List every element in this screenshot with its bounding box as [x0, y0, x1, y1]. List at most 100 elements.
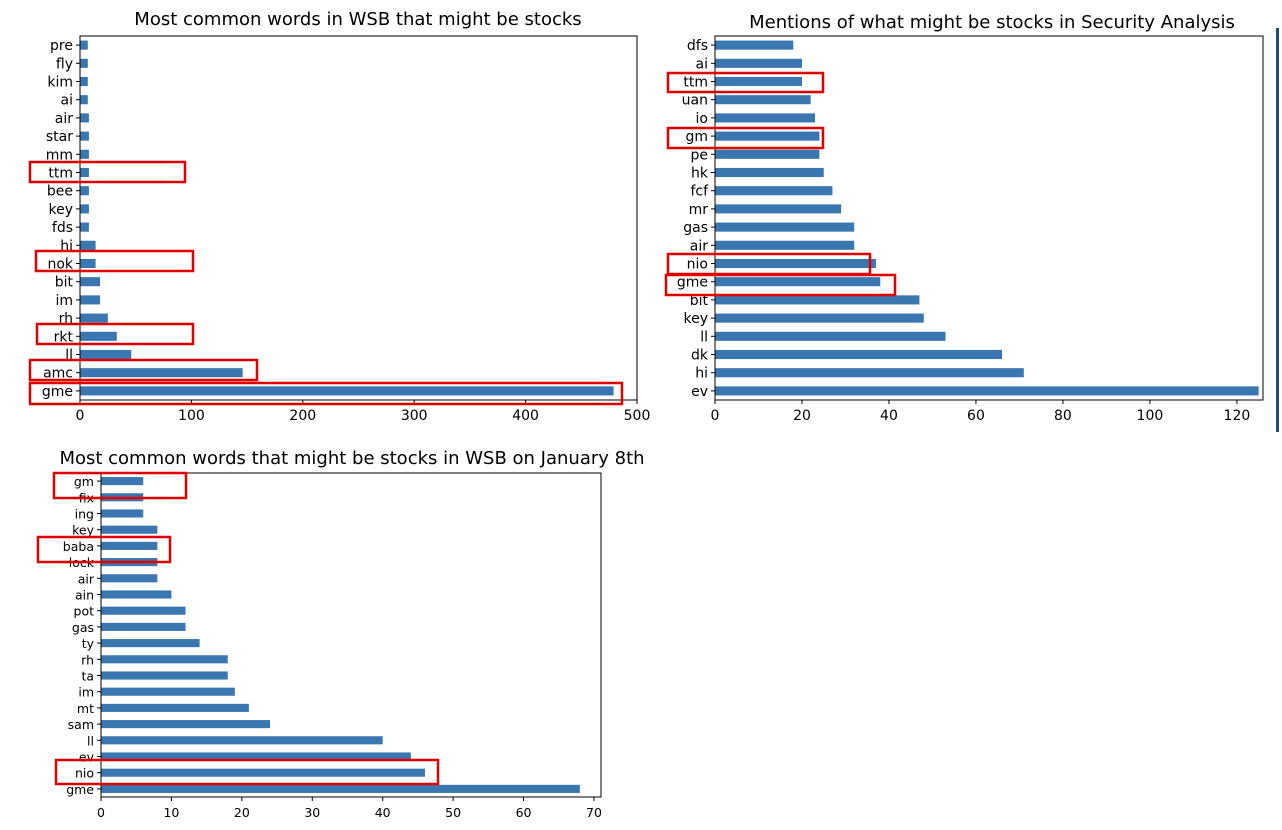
y-tick-label: im — [78, 685, 94, 700]
x-tick-label: 60 — [967, 408, 985, 424]
highlight-box-baba — [36, 535, 172, 564]
y-tick-label: bee — [47, 184, 73, 200]
y-tick-label: pre — [50, 38, 73, 54]
y-tick-label: nok — [47, 257, 73, 273]
x-tick-label: 40 — [880, 408, 898, 424]
bar-im — [101, 687, 235, 696]
y-tick-label: ll — [65, 348, 73, 364]
bar-amc — [80, 368, 243, 378]
bar-air — [101, 574, 158, 583]
chart-wsb-common-words: Most common words in WSB that might be s… — [28, 9, 651, 424]
bar-baba — [101, 541, 158, 550]
bar-ai — [715, 58, 802, 68]
y-tick-label: io — [696, 111, 708, 127]
y-tick-label: fds — [52, 220, 73, 236]
bar-hi — [715, 368, 1024, 378]
chart-title: Most common words in WSB that might be s… — [134, 9, 581, 30]
x-tick-label: 300 — [401, 408, 428, 424]
y-tick-label: amc — [43, 366, 73, 382]
bar-hi — [80, 240, 96, 250]
bar-key — [80, 204, 89, 214]
bar-gme — [715, 277, 881, 287]
x-tick-label: 500 — [624, 408, 651, 424]
y-tick-label: fly — [56, 56, 73, 72]
y-tick-label: gm — [74, 474, 94, 489]
y-tick-label: hi — [695, 366, 708, 382]
y-tick-label: ev — [79, 750, 95, 765]
highlight-box-gme — [28, 381, 624, 406]
bar-ty — [101, 639, 200, 648]
highlight-box-gm — [666, 126, 825, 150]
bar-rkt — [80, 331, 117, 341]
y-tick-label: mm — [46, 147, 73, 163]
bar-gm — [715, 131, 820, 141]
bar-nok — [80, 258, 96, 269]
y-tick-label: gme — [677, 275, 708, 291]
x-tick-label: 80 — [1054, 408, 1072, 424]
highlight-box-nok — [34, 249, 195, 273]
highlight-box-rkt — [35, 322, 195, 346]
y-tick-label: ll — [700, 329, 708, 345]
bar-gme — [101, 784, 580, 793]
bar-gas — [715, 222, 855, 232]
y-tick-label: air — [78, 571, 95, 586]
bar-ain — [101, 590, 172, 599]
bar-hk — [715, 167, 824, 178]
y-tick-label: ing — [75, 507, 94, 522]
bar-ev — [101, 752, 411, 761]
y-tick-label: fcf — [690, 184, 709, 200]
x-tick-label: 70 — [586, 805, 602, 820]
bar-rh — [80, 313, 108, 323]
window-edge-accent — [1276, 28, 1279, 432]
bar-bit — [80, 277, 101, 287]
y-tick-label: key — [683, 311, 708, 327]
chart-title: Most common words that might be stocks i… — [59, 448, 644, 469]
bar-fcf — [715, 186, 833, 196]
bar-pe — [715, 149, 820, 159]
y-tick-label: ll — [87, 733, 94, 748]
x-tick-label: 40 — [375, 805, 391, 820]
y-tick-label: ain — [75, 588, 94, 603]
bar-bit — [715, 295, 920, 305]
y-tick-label: nio — [687, 257, 708, 273]
x-tick-label: 0 — [97, 805, 105, 820]
y-tick-label: gme — [66, 782, 94, 797]
bar-fds — [80, 222, 89, 232]
x-tick-label: 100 — [1137, 408, 1164, 424]
x-tick-label: 400 — [512, 408, 539, 424]
y-tick-label: hk — [691, 166, 709, 182]
plot-frame — [79, 35, 638, 401]
y-tick-label: rh — [81, 652, 94, 667]
highlight-box-ttm — [28, 160, 187, 184]
highlight-box-gm — [52, 471, 188, 500]
y-tick-label: ty — [82, 636, 95, 651]
bar-sam — [101, 720, 271, 729]
x-tick-label: 20 — [793, 408, 811, 424]
y-tick-label: dk — [691, 348, 709, 364]
bar-mt — [101, 703, 249, 712]
y-tick-label: kim — [47, 75, 73, 91]
bar-air — [80, 113, 89, 123]
plot-frame — [714, 35, 1264, 401]
x-tick-label: 0 — [711, 408, 720, 424]
y-tick-label: gas — [72, 620, 94, 635]
x-tick-label: 30 — [304, 805, 320, 820]
bar-dk — [715, 349, 1003, 360]
bar-bee — [80, 186, 89, 196]
bar-ing — [101, 509, 144, 518]
chart-title: Mentions of what might be stocks in Secu… — [749, 12, 1235, 33]
y-tick-label: star — [46, 129, 73, 145]
y-tick-label: air — [55, 111, 73, 127]
bar-ttm — [715, 76, 802, 87]
y-tick-label: ai — [696, 56, 708, 72]
bar-nio — [715, 258, 876, 269]
bar-ta — [101, 671, 228, 680]
plot-frame — [100, 472, 602, 798]
y-tick-label: pe — [691, 147, 709, 163]
bar-im — [80, 295, 101, 305]
x-tick-label: 20 — [234, 805, 250, 820]
bar-ai — [80, 95, 88, 105]
y-tick-label: ttm — [48, 166, 73, 182]
bar-ttm — [80, 167, 89, 178]
